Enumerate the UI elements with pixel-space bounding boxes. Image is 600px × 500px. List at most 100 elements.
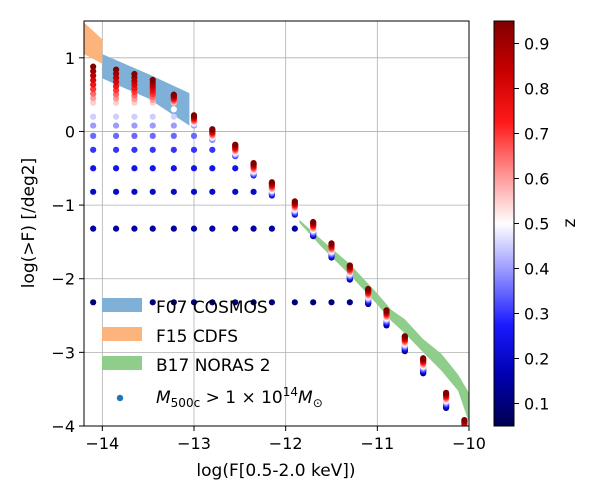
colorbar-label: z xyxy=(560,218,580,227)
x-tick-label-4: −10 xyxy=(452,434,486,453)
point-15-17 xyxy=(383,307,390,314)
point-3-0 xyxy=(149,299,156,306)
point-0-6 xyxy=(90,122,97,129)
point-0-8 xyxy=(90,106,97,113)
point-10-17 xyxy=(291,198,298,205)
point-7-17 xyxy=(232,141,239,148)
point-9-1 xyxy=(268,225,276,232)
y-tick-label-2: −1 xyxy=(51,196,75,215)
point-2-17 xyxy=(131,70,138,78)
point-3-4 xyxy=(149,146,156,153)
point-1-6 xyxy=(112,122,120,129)
point-17-17 xyxy=(420,355,427,362)
point-7-1 xyxy=(232,225,239,232)
point-19-5 xyxy=(461,428,467,434)
colorbar-tick-label-4: 0.5 xyxy=(524,215,549,234)
point-5-1 xyxy=(190,225,198,232)
legend-label-f07-cosmos: F07 COSMOS xyxy=(156,298,268,318)
point-4-5 xyxy=(170,132,177,139)
point-1-4 xyxy=(112,146,120,153)
point-0-5 xyxy=(90,132,97,139)
legend-marker-scatter xyxy=(116,394,124,402)
point-1-2 xyxy=(112,188,120,195)
point-10-1 xyxy=(291,225,298,232)
point-5-0 xyxy=(190,299,198,306)
point-2-8 xyxy=(131,106,138,113)
point-9-0 xyxy=(268,299,276,306)
colorbar-tick-label-3: 0.4 xyxy=(524,260,549,279)
point-1-1 xyxy=(112,225,120,232)
point-0-10 xyxy=(90,95,97,102)
plot-frame xyxy=(83,20,470,427)
point-8-1 xyxy=(250,225,257,232)
point-10-0 xyxy=(291,299,298,306)
point-4-17 xyxy=(170,91,177,98)
legend-swatch-f07-cosmos xyxy=(102,298,142,312)
point-3-7 xyxy=(149,113,156,120)
colorbar-tick-label-6: 0.7 xyxy=(524,125,549,144)
point-3-1 xyxy=(149,225,156,232)
point-4-7 xyxy=(170,113,177,120)
point-5-4 xyxy=(190,146,198,153)
point-6-17 xyxy=(209,126,216,133)
x-tick-label-1: −13 xyxy=(177,434,211,453)
legend-label-scatter: M500c > 1 × 1014M⊙ xyxy=(156,385,323,410)
y-tick-label-0: 1 xyxy=(65,49,75,68)
legend-label-f15-cdfs: F15 CDFS xyxy=(156,327,238,347)
point-8-2 xyxy=(250,188,257,195)
point-19-17 xyxy=(461,417,468,424)
colorbar: 0.1 0.2 0.3 0.4 0.5 0.6 0.7 0.8 0.9 z xyxy=(493,20,580,427)
point-2-4 xyxy=(131,146,138,153)
y-axis-label: log(>F) [/deg2] xyxy=(19,158,39,288)
bands xyxy=(84,22,469,423)
point-2-7 xyxy=(131,113,138,120)
y-tick-label-5: −4 xyxy=(51,417,75,436)
colorbar-tick-label-7: 0.8 xyxy=(524,80,549,99)
point-19-7 xyxy=(463,425,466,426)
point-3-8 xyxy=(149,106,156,113)
point-4-8 xyxy=(170,106,177,113)
point-0-15 xyxy=(90,72,97,79)
x-tick-label-2: −12 xyxy=(269,434,303,453)
point-1-7 xyxy=(112,113,120,120)
point-0-2 xyxy=(90,188,97,195)
legend: F07 COSMOS F15 CDFS B17 NORAS 2 M500c > … xyxy=(102,298,323,410)
x-axis-label: log(F[0.5-2.0 keV]) xyxy=(196,461,355,481)
point-9-17 xyxy=(268,179,276,186)
colorbar-ticks: 0.1 0.2 0.3 0.4 0.5 0.6 0.7 0.8 0.9 xyxy=(514,35,549,414)
point-2-1 xyxy=(131,225,138,232)
point-2-3 xyxy=(131,165,138,172)
point-6-0 xyxy=(209,299,216,306)
colorbar-gradient xyxy=(493,20,515,427)
colorbar-tick-label-5: 0.6 xyxy=(524,170,549,189)
point-19-6 xyxy=(461,427,467,433)
point-0-4 xyxy=(90,146,97,153)
point-1-8 xyxy=(112,106,120,113)
point-2-6 xyxy=(131,122,138,129)
point-4-4 xyxy=(170,146,177,153)
point-4-3 xyxy=(170,165,177,172)
point-4-6 xyxy=(170,122,177,129)
point-0-12 xyxy=(90,86,97,93)
point-14-17 xyxy=(365,285,372,293)
legend-swatch-f15-cdfs xyxy=(102,327,142,341)
point-4-1 xyxy=(170,225,177,232)
point-6-3 xyxy=(209,165,216,172)
point-3-17 xyxy=(149,76,156,84)
point-11-0 xyxy=(310,299,317,306)
y-tick-label-4: −3 xyxy=(51,343,75,362)
point-5-17 xyxy=(190,112,198,119)
point-18-17 xyxy=(442,389,450,396)
point-16-17 xyxy=(401,333,408,340)
point-1-3 xyxy=(112,165,120,172)
colorbar-tick-label-1: 0.2 xyxy=(524,350,549,369)
point-2-5 xyxy=(131,132,138,139)
point-3-3 xyxy=(149,165,156,172)
point-7-0 xyxy=(232,299,239,306)
point-12-17 xyxy=(328,240,335,247)
y-axis-ticks: 1 0 −1 −2 −3 −4 xyxy=(51,49,84,436)
point-7-2 xyxy=(232,188,239,195)
point-5-2 xyxy=(190,188,198,195)
point-0-13 xyxy=(90,81,97,88)
